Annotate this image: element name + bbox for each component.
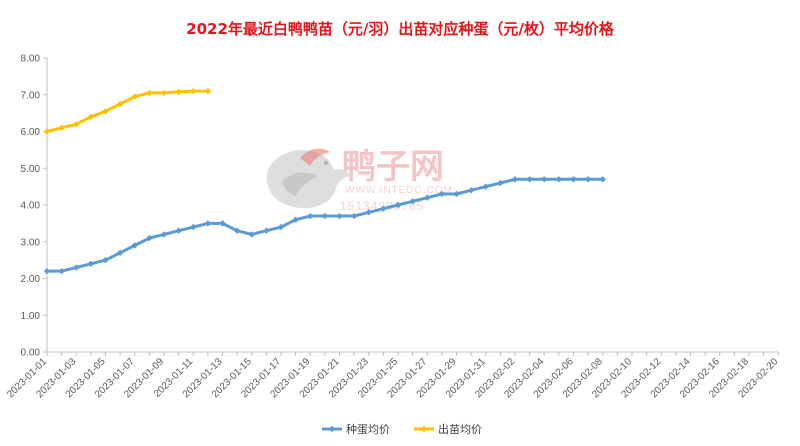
legend-marker [328,425,336,433]
legend-label: 出苗均价 [438,422,482,436]
data-point [160,231,168,238]
data-point [58,124,65,132]
data-point [526,176,533,183]
series-2 [43,87,212,135]
data-point [438,190,446,198]
data-point [263,227,270,234]
y-tick-label: 7.00 [21,90,41,101]
legend: 种蛋均价 出苗均价 [322,422,482,436]
data-point [307,212,314,220]
data-point [511,176,519,183]
y-axis: 0.00 1.00 2.00 3.00 4.00 5.00 6.00 7.00 8.00 [21,54,48,359]
data-point [131,93,138,100]
data-point [175,227,182,234]
data-point [87,113,95,120]
watermark-brand: 鸭子网 [342,147,444,187]
y-tick-label: 6.00 [21,127,41,138]
data-point [146,234,153,242]
data-point [73,120,80,128]
data-point [497,179,504,187]
data-point [394,201,402,209]
data-point [570,176,577,183]
data-point [102,108,109,115]
data-point [146,89,153,97]
y-tick-label: 1.00 [21,311,41,322]
data-point [87,260,95,267]
data-point [116,100,124,108]
data-point [292,216,299,223]
data-point [233,227,241,234]
data-point [43,267,51,275]
y-tick-label: 4.00 [21,201,41,212]
series-layer [43,87,606,275]
y-tick-label: 8.00 [21,54,41,65]
legend-item: 出苗均价 [414,422,482,436]
series-1 [43,176,606,275]
data-point [175,88,182,96]
data-point [541,176,548,183]
data-point [116,249,124,256]
legend-marker [420,425,428,433]
data-point [190,87,197,95]
data-point [467,187,475,194]
data-point [555,176,563,183]
y-tick-label: 0.00 [21,348,41,359]
data-point [409,198,416,205]
data-point [350,212,358,220]
data-point [102,256,109,264]
watermark: 鸭子网 WWW.INTEDC.COM 15134989765 [266,147,453,213]
data-point [453,190,460,198]
data-point [43,128,51,135]
data-point [482,183,489,190]
y-tick-label: 5.00 [21,164,41,175]
data-point [424,194,431,201]
data-point [380,205,387,212]
data-point [584,176,592,183]
legend-item: 种蛋均价 [322,422,390,436]
data-point [599,176,606,183]
data-point [160,89,168,97]
y-tick-label: 3.00 [21,237,41,248]
data-point [204,87,212,95]
data-point [321,212,329,220]
data-point [365,209,372,216]
data-point [204,220,212,227]
data-point [131,242,138,249]
data-point [190,223,197,231]
data-point [73,264,80,271]
duck-logo-icon [266,148,350,209]
data-point [277,223,285,231]
data-point [248,231,255,238]
data-point [336,212,343,220]
legend-label: 种蛋均价 [346,422,390,436]
data-point [219,220,226,227]
y-tick-label: 2.00 [21,274,41,285]
data-point [58,267,65,275]
chart-title: 2022年最近白鸭鸭苗（元/羽）出苗对应种蛋（元/枚）平均价格 [186,20,615,38]
watermark-url: WWW.INTEDC.COM [345,185,453,196]
